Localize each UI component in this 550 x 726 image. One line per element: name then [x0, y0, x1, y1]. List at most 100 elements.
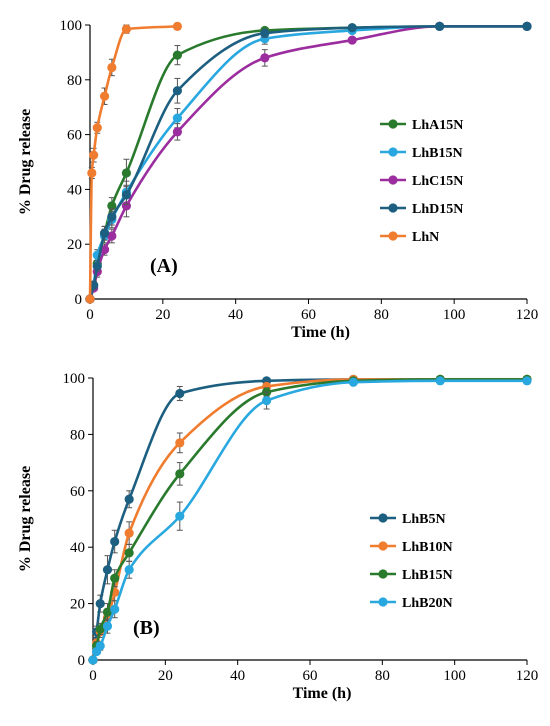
- data-point: [435, 21, 445, 31]
- y-tick-label: 100: [63, 371, 86, 387]
- panel-a-chart: (A) 0 20 40 60 80 100 120 0 20 40 60 80 100 Time (h)%…: [17, 18, 538, 341]
- data-point: [175, 438, 185, 448]
- legend-marker: [388, 203, 398, 213]
- data-point: [121, 24, 132, 34]
- legend-label: LhB15N: [402, 568, 453, 583]
- data-point: [435, 376, 445, 386]
- data-point: [110, 604, 120, 614]
- data-point: [124, 565, 134, 575]
- data-point: [107, 212, 117, 222]
- x-tick-label: 40: [228, 307, 243, 323]
- x-tick-label: 60: [303, 668, 318, 684]
- legend-label: LhB5N: [402, 512, 446, 527]
- data-point: [172, 127, 182, 137]
- x-tick-label: 80: [374, 307, 389, 323]
- y-tick-label: 60: [67, 128, 82, 144]
- x-tick-label: 0: [89, 668, 97, 684]
- y-tick-label: 40: [70, 540, 85, 556]
- legend-marker: [378, 569, 388, 579]
- legend-label: LhC15N: [412, 174, 463, 189]
- data-point: [124, 494, 134, 504]
- x-tick-label: 60: [301, 307, 316, 323]
- x-tick-label: 120: [516, 307, 539, 323]
- y-tick-label: 0: [78, 653, 86, 669]
- legend-label: LhN: [412, 230, 439, 245]
- data-point: [121, 168, 132, 178]
- legend-label: LhB20N: [402, 596, 453, 611]
- data-point: [175, 388, 185, 399]
- legend-marker: [388, 231, 398, 241]
- data-point: [522, 376, 532, 386]
- y-tick-label: 0: [75, 292, 83, 308]
- data-point: [260, 28, 270, 38]
- data-point: [172, 50, 182, 60]
- data-point: [262, 395, 272, 406]
- data-point: [348, 377, 358, 387]
- legend-marker: [378, 597, 388, 607]
- legend-marker: [388, 147, 398, 157]
- data-point: [95, 641, 105, 651]
- series-LhB20N: [88, 376, 532, 665]
- data-point: [107, 231, 117, 241]
- y-tick-label: 60: [70, 484, 85, 500]
- y-tick-label: 80: [67, 73, 82, 89]
- legend-marker: [378, 513, 388, 523]
- panel-a-label: (A): [150, 255, 178, 277]
- data-point: [110, 573, 120, 583]
- data-point: [124, 548, 134, 558]
- legend-label: LhA15N: [412, 118, 463, 133]
- legend-marker: [378, 541, 388, 551]
- legend-label: LhD15N: [412, 202, 463, 217]
- data-point: [102, 607, 113, 617]
- data-point: [172, 86, 182, 96]
- data-point: [88, 655, 98, 665]
- data-point: [92, 123, 102, 133]
- data-point: [99, 91, 110, 101]
- x-tick-label: 80: [375, 668, 390, 684]
- x-tick-label: 100: [443, 668, 466, 684]
- x-axis-title: Time (h): [291, 324, 350, 341]
- data-point: [89, 150, 99, 160]
- x-tick-label: 20: [155, 307, 170, 323]
- x-tick-label: 0: [86, 307, 94, 323]
- data-point: [110, 536, 120, 547]
- data-point: [85, 294, 95, 304]
- panel-b-chart: (B) 0 20 40 60 80 100 120 0 20 40 60 80 100 Time (h)%…: [17, 371, 538, 702]
- data-point: [347, 35, 357, 45]
- y-axis-title: % Drug release: [17, 466, 34, 572]
- x-tick-label: 120: [516, 668, 539, 684]
- x-axis-title: Time (h): [293, 685, 352, 702]
- legend-label: LhB10N: [402, 540, 453, 555]
- data-point: [95, 624, 105, 634]
- data-point: [121, 201, 132, 211]
- data-point: [121, 190, 132, 200]
- data-point: [107, 62, 117, 73]
- y-tick-label: 80: [70, 427, 85, 443]
- data-point: [175, 511, 185, 521]
- y-tick-label: 20: [70, 597, 85, 613]
- series-LhN: [85, 21, 182, 304]
- data-point: [124, 528, 134, 538]
- x-tick-label: 20: [158, 668, 173, 684]
- x-tick-label: 40: [230, 668, 245, 684]
- data-point: [102, 565, 113, 575]
- legend-label: LhB15N: [412, 146, 463, 161]
- data-point: [92, 261, 102, 271]
- data-point: [172, 113, 182, 123]
- legend-marker: [388, 119, 398, 129]
- data-point: [95, 599, 105, 609]
- data-point: [102, 621, 113, 631]
- y-tick-label: 20: [67, 237, 82, 253]
- data-point: [260, 53, 270, 63]
- panel-b-label: (B): [133, 617, 160, 639]
- legend-marker: [388, 175, 398, 185]
- y-tick-label: 100: [60, 18, 83, 34]
- y-axis-title: % Drug release: [17, 109, 34, 215]
- data-point: [522, 21, 532, 31]
- x-tick-label: 100: [443, 307, 466, 323]
- data-point: [347, 23, 357, 33]
- data-point: [172, 21, 182, 31]
- data-point: [99, 228, 110, 238]
- data-point: [87, 168, 97, 178]
